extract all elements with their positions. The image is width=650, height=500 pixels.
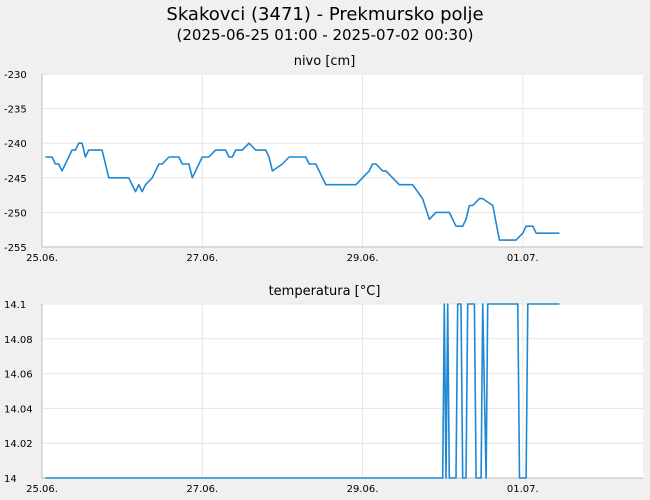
nivo-x-tick-label: 01.07. [507, 253, 539, 264]
temperatura-y-tick-label: 14.04 [4, 404, 33, 415]
nivo-y-tick-label: -255 [4, 243, 27, 254]
chart-subtitle: (2025-06-25 01:00 - 2025-07-02 00:30) [176, 26, 474, 44]
temperatura-y-tick-label: 14.06 [4, 370, 33, 381]
nivo-y-tick-label: -245 [4, 174, 27, 185]
temperatura-plot-area [42, 304, 643, 478]
temperatura-x-tick-label: 27.06. [186, 484, 218, 495]
temperatura-panel-title: temperatura [°C] [269, 284, 381, 299]
temperatura-y-tick-label: 14.08 [4, 335, 33, 346]
chart-title: Skakovci (3471) - Prekmursko polje [166, 4, 484, 25]
nivo-y-tick-label: -240 [4, 139, 27, 150]
nivo-y-tick-label: -250 [4, 208, 27, 219]
nivo-x-tick-label: 29.06. [347, 253, 379, 264]
nivo-y-tick-label: -230 [4, 70, 27, 81]
nivo-x-tick-label: 25.06. [26, 253, 58, 264]
nivo-panel-title: nivo [cm] [294, 54, 356, 69]
nivo-plot-area [42, 74, 643, 247]
temperatura-series-line [45, 303, 560, 479]
temperatura-x-tick-label: 29.06. [347, 484, 379, 495]
temperatura-y-tick-label: 14.1 [4, 300, 26, 311]
temperatura-x-tick-label: 01.07. [507, 484, 539, 495]
temperatura-y-tick-label: 14 [4, 474, 17, 485]
nivo-x-tick-label: 27.06. [186, 253, 218, 264]
temperatura-x-tick-label: 25.06. [26, 484, 58, 495]
temperatura-y-tick-label: 14.02 [4, 439, 33, 450]
nivo-series-line [45, 142, 560, 241]
nivo-y-tick-label: -235 [4, 105, 27, 116]
